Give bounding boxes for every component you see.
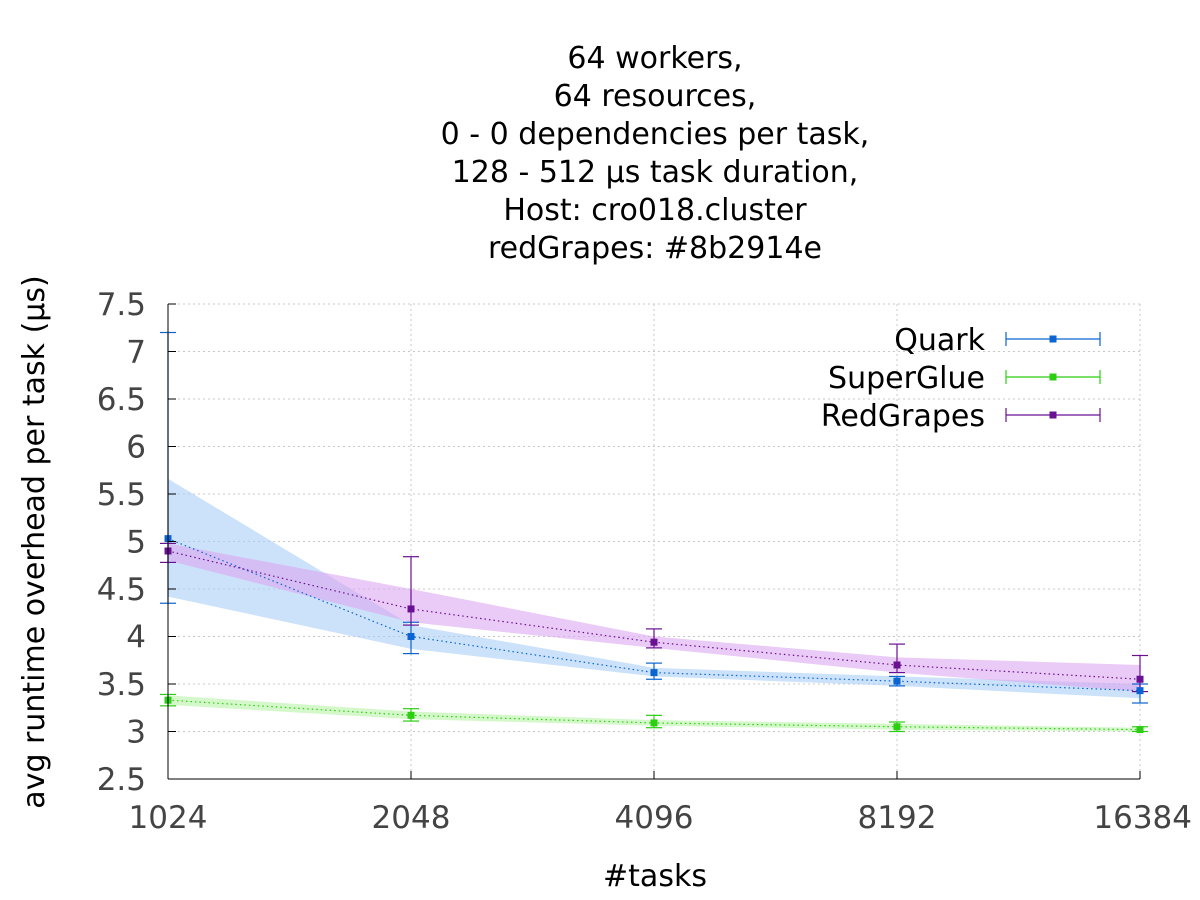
data-point-quark-8192 xyxy=(893,677,901,685)
legend-entry-redgrapes: RedGrapes xyxy=(821,399,1101,434)
data-point-quark-16384 xyxy=(1136,687,1144,695)
data-point-superglue-16384 xyxy=(1136,726,1144,734)
x-tick-label-1024: 1024 xyxy=(129,800,208,836)
y-tick-label-5.5: 5.5 xyxy=(97,477,146,513)
x-tick-label-4096: 4096 xyxy=(615,800,694,836)
y-tick-label-4: 4 xyxy=(126,620,146,656)
y-axis-title: avg runtime overhead per task (μs) xyxy=(17,275,52,808)
chart-title-line-4: 128 - 512 μs task duration, xyxy=(452,155,859,190)
x-tick-label-8192: 8192 xyxy=(858,800,937,836)
axes xyxy=(167,303,1141,780)
chart-title-line-3: 0 - 0 dependencies per task, xyxy=(441,117,870,152)
y-tick-label-2.5: 2.5 xyxy=(97,762,146,798)
y-tick-label-6.5: 6.5 xyxy=(97,382,146,418)
legend-marker xyxy=(1049,373,1057,381)
data-point-quark-2048 xyxy=(407,633,415,640)
y-tick-label-7: 7 xyxy=(126,335,146,371)
chart-title-line-6: redGrapes: #8b2914e xyxy=(488,231,822,266)
tick-labels: 2.5 3 3.5 4 4.5 5 5.5 6 6.5 7 7.5 1024 2048 4096 8192 1… xyxy=(97,287,1192,836)
chart-title-line-2: 64 resources, xyxy=(554,79,757,114)
data-point-superglue-8192 xyxy=(893,723,901,731)
y-tick-label-3: 3 xyxy=(126,715,146,751)
legend-label-quark: Quark xyxy=(894,323,985,358)
y-tick-label-5: 5 xyxy=(126,525,146,561)
x-axis-title: #tasks xyxy=(603,859,707,894)
data-point-redgrapes-8192 xyxy=(893,661,901,669)
data-point-redgrapes-16384 xyxy=(1136,675,1144,683)
legend-marker xyxy=(1049,335,1057,343)
data-point-superglue-2048 xyxy=(407,711,415,719)
data-point-redgrapes-4096 xyxy=(650,638,658,646)
y-tick-label-7.5: 7.5 xyxy=(97,287,146,323)
chart-title-line-5: Host: cro018.cluster xyxy=(503,193,807,228)
y-tick-label-4.5: 4.5 xyxy=(97,572,146,608)
data-point-superglue-4096 xyxy=(650,719,658,727)
x-tick-label-16384: 16384 xyxy=(1093,800,1192,836)
legend-entry-quark: Quark xyxy=(894,323,1101,358)
chart-title: 64 workers,64 resources,0 - 0 dependenci… xyxy=(441,41,870,266)
error-bar-redgrapes-2048 xyxy=(403,556,419,626)
band-redgrapes xyxy=(168,543,1140,692)
y-tick-label-3.5: 3.5 xyxy=(97,667,146,703)
legend-marker xyxy=(1049,411,1057,419)
legend-label-superglue: SuperGlue xyxy=(828,361,985,396)
data-point-redgrapes-2048 xyxy=(407,605,415,613)
x-tick-label-2048: 2048 xyxy=(372,800,451,836)
legend-entry-superglue: SuperGlue xyxy=(828,361,1101,396)
chart-title-line-1: 64 workers, xyxy=(567,41,742,76)
y-tick-label-6: 6 xyxy=(126,430,146,466)
legend-label-redgrapes: RedGrapes xyxy=(821,399,985,434)
data-point-quark-4096 xyxy=(650,669,658,677)
